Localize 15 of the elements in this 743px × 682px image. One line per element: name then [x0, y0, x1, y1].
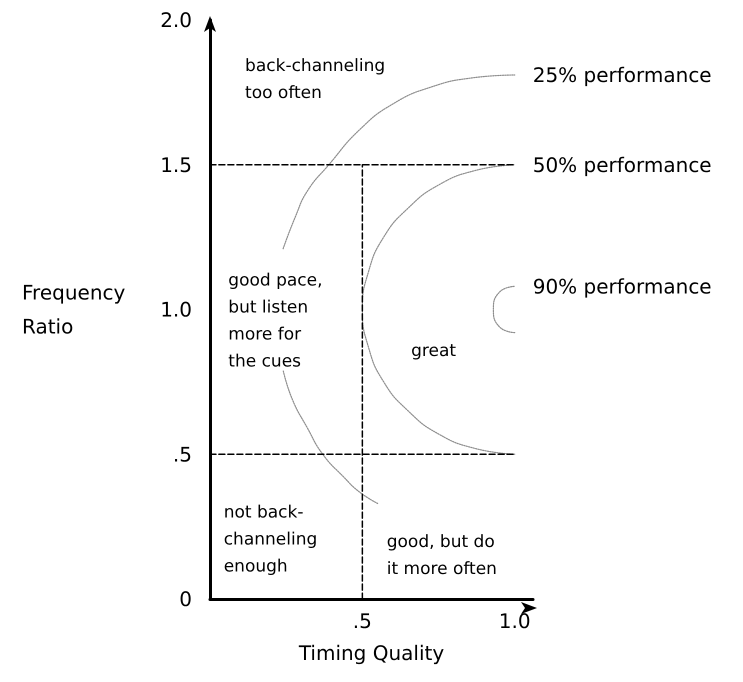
annotation: good pace, but listen more for the cues	[228, 270, 322, 372]
annotation: great	[411, 341, 456, 362]
y-tick-label: 2.0	[160, 8, 192, 32]
series-label: 90% performance	[532, 274, 712, 298]
y-axis-title: Frequency Ratio	[22, 280, 126, 338]
y-tick-label: 1.0	[160, 298, 192, 322]
annotation: not back- channeling enough	[224, 502, 318, 577]
annotation: good, but do it more often	[386, 532, 497, 580]
y-tick-label: .5	[172, 442, 192, 466]
y-tick-label: 0	[179, 587, 192, 611]
y-tick-label: 1.5	[160, 152, 192, 177]
annotation: back-channeling too often	[245, 56, 386, 103]
x-axis-title: Timing Quality	[298, 641, 444, 665]
series-label: 25% performance	[532, 63, 712, 88]
series-label: 50% performance	[532, 152, 712, 177]
